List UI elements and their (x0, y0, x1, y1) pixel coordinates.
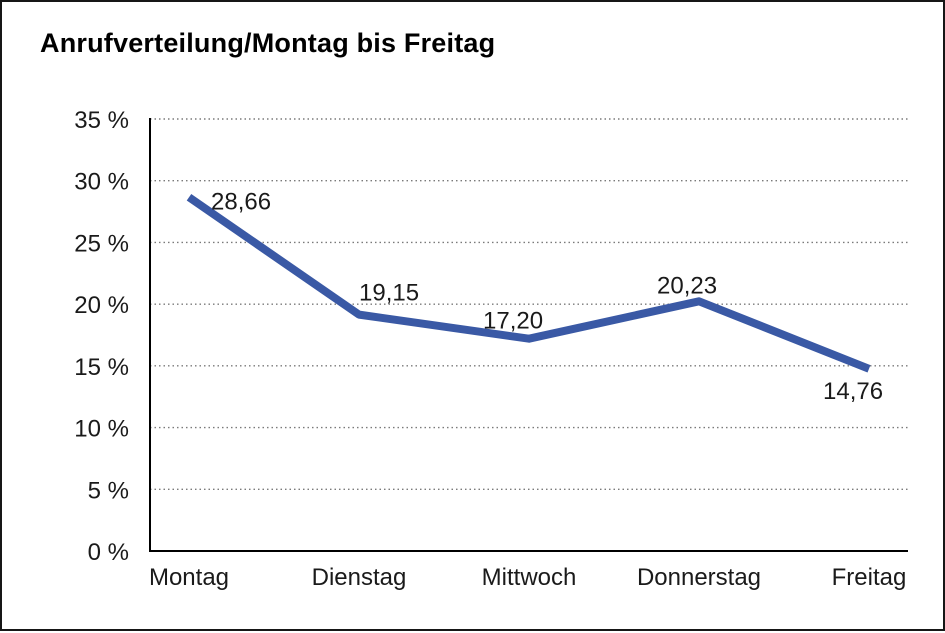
data-label: 20,23 (657, 272, 717, 299)
x-axis-category-label: Mittwoch (482, 564, 577, 591)
y-axis-tick-label: 25 % (74, 230, 129, 257)
x-axis-category-label: Dienstag (312, 564, 407, 591)
x-axis-category-label: Freitag (832, 564, 907, 591)
series-line (186, 193, 871, 373)
y-axis-tick-label: 35 % (74, 107, 129, 134)
data-label: 28,66 (211, 188, 271, 215)
y-axis-tick-label: 10 % (74, 416, 129, 443)
chart-title: Anrufverteilung/Montag bis Freitag (40, 28, 496, 58)
x-axis-category-label: Donnerstag (637, 564, 761, 591)
y-axis-tick-label: 15 % (74, 354, 129, 381)
y-axis-tick-label: 30 % (74, 169, 129, 196)
y-axis-tick-label: 5 % (88, 477, 129, 504)
data-label: 19,15 (359, 280, 419, 307)
y-axis-tick-label: 0 % (88, 539, 129, 566)
x-axis-category-label: Montag (149, 564, 229, 591)
data-label: 17,20 (483, 308, 543, 335)
data-label: 14,76 (823, 378, 883, 405)
y-axis-tick-label: 20 % (74, 292, 129, 319)
